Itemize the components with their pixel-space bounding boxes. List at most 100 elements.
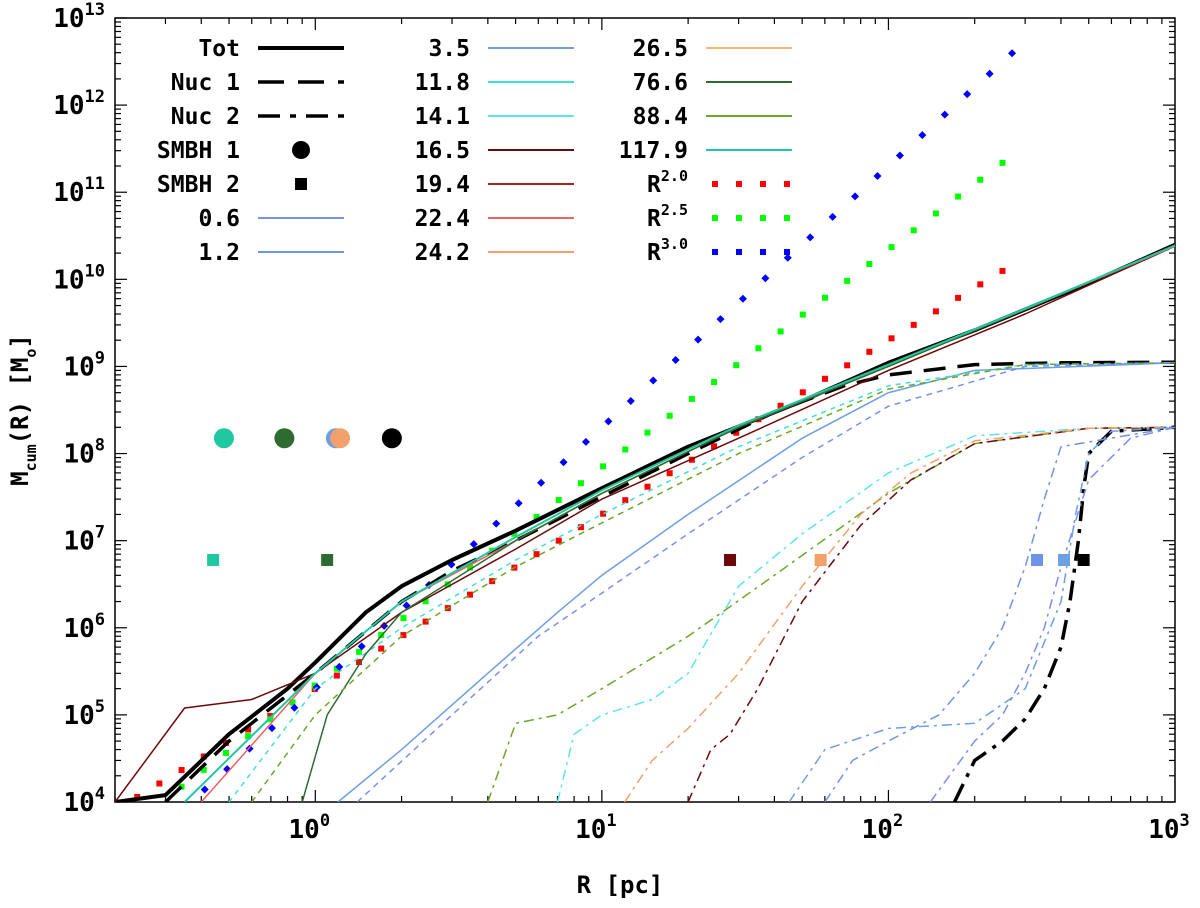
legend-symbol (736, 249, 742, 255)
powerlaw-point (963, 90, 972, 99)
powerlaw-point (378, 645, 385, 652)
powerlaw-point (821, 375, 828, 382)
powerlaw-point (666, 412, 673, 419)
series-0.6-nuc2 (929, 426, 1175, 802)
powerlaw-point (422, 618, 429, 625)
legend-symbol (760, 249, 766, 255)
powerlaw-point (622, 497, 629, 504)
y-tick-label: 1013 (53, 0, 105, 34)
powerlaw-point (335, 662, 344, 671)
powerlaw-point (806, 233, 815, 242)
legend-entry: SMBH 1 (157, 138, 310, 164)
powerlaw-point (649, 376, 658, 385)
series-11.8 (228, 362, 1175, 802)
powerlaw-point (289, 699, 296, 706)
legend-entry: 14.1 (415, 104, 574, 130)
legend-symbol (784, 181, 790, 187)
powerlaw-point (910, 227, 917, 234)
legend-entry: R2.5 (647, 201, 790, 232)
legend-symbol (784, 249, 790, 255)
powerlaw-point (600, 510, 607, 517)
powerlaw-point (267, 716, 274, 723)
powerlaw-point (932, 210, 939, 217)
powerlaw-point (559, 458, 568, 467)
legend-entry: R3.0 (647, 235, 790, 266)
legend-entry: 76.6 (633, 70, 792, 96)
legend-entry: 22.4 (415, 206, 574, 232)
legend-label: 14.1 (415, 104, 470, 130)
legend-symbol (736, 181, 742, 187)
powerlaw-point (711, 443, 718, 450)
powerlaw-point (755, 345, 762, 352)
legend-entry: Nuc 1 (171, 70, 344, 96)
legend-entry: Nuc 2 (171, 104, 344, 130)
legend-entry: 11.8 (415, 70, 574, 96)
smbh2-marker (724, 553, 737, 566)
powerlaw-R^3.0 (200, 49, 1017, 794)
powerlaw-point (222, 749, 229, 756)
legend-symbol (712, 249, 718, 255)
powerlaw-point (178, 783, 185, 790)
powerlaw-point (711, 379, 718, 386)
legend-entry: SMBH 2 (157, 172, 307, 198)
series-24.2-nuc2 (623, 426, 1175, 802)
powerlaw-point (267, 724, 276, 733)
legend-label: 22.4 (415, 206, 470, 232)
legend-label: 19.4 (415, 172, 470, 198)
powerlaw-point (267, 713, 274, 720)
legend-entry: Tot (198, 36, 344, 62)
powerlaw-point (178, 766, 185, 773)
powerlaw-point (955, 294, 962, 301)
powerlaw-point (783, 253, 792, 262)
powerlaw-point (466, 591, 473, 598)
powerlaw-point (444, 581, 451, 588)
powerlaw-point (644, 429, 651, 436)
powerlaw-point (777, 328, 784, 335)
powerlaw-point (932, 308, 939, 315)
series-3.5 (337, 362, 1175, 802)
powerlaw-point (200, 766, 207, 773)
x-tick-label: 102 (862, 811, 904, 845)
powerlaw-point (604, 417, 613, 426)
legend-entry: 88.4 (633, 104, 792, 130)
y-tick-label: 107 (63, 523, 105, 557)
y-axis-label: Mcum(R) [Mo] (6, 334, 40, 486)
y-tick-label: 106 (63, 610, 105, 644)
legend-entry: 117.9 (619, 138, 792, 164)
legend-symbol (736, 215, 742, 221)
powerlaw-point (245, 726, 252, 733)
y-tick-label: 104 (63, 784, 105, 818)
series-3.5-nuc2 (788, 426, 1175, 802)
legend-symbol (292, 141, 310, 159)
legend-label: 88.4 (633, 104, 688, 130)
series-22.4 (200, 245, 1175, 802)
series-0.6-nuc1 (356, 362, 1175, 802)
legend-entry: 24.2 (415, 240, 574, 266)
y-tick-label: 109 (63, 348, 105, 382)
powerlaw-point (738, 294, 747, 303)
powerlaw-point (511, 530, 518, 537)
smbh2-marker (1058, 553, 1071, 566)
powerlaw-point (469, 540, 478, 549)
powerlaw-point (799, 311, 806, 318)
powerlaw-point (733, 362, 740, 369)
legend-label: 1.2 (198, 240, 240, 266)
series-16.5 (115, 245, 1175, 802)
powerlaw-point (514, 499, 523, 508)
powerlaw-point (694, 335, 703, 344)
series-76.6 (301, 244, 1175, 802)
legend-label: SMBH 1 (157, 138, 240, 164)
powerlaw-point (733, 429, 740, 436)
powerlaw-point (200, 785, 209, 794)
powerlaw-point (533, 551, 540, 558)
smbh1-marker (213, 428, 234, 449)
powerlaw-point (555, 497, 562, 504)
legend-symbol (712, 181, 718, 187)
powerlaw-R^2.0 (134, 267, 1006, 800)
y-tick-label: 1011 (53, 174, 105, 208)
legend-entry: 19.4 (415, 172, 574, 198)
powerlaw-point (492, 519, 501, 528)
legend-label: 76.6 (633, 70, 688, 96)
powerlaw-point (290, 703, 299, 712)
powerlaw-point (156, 780, 163, 787)
